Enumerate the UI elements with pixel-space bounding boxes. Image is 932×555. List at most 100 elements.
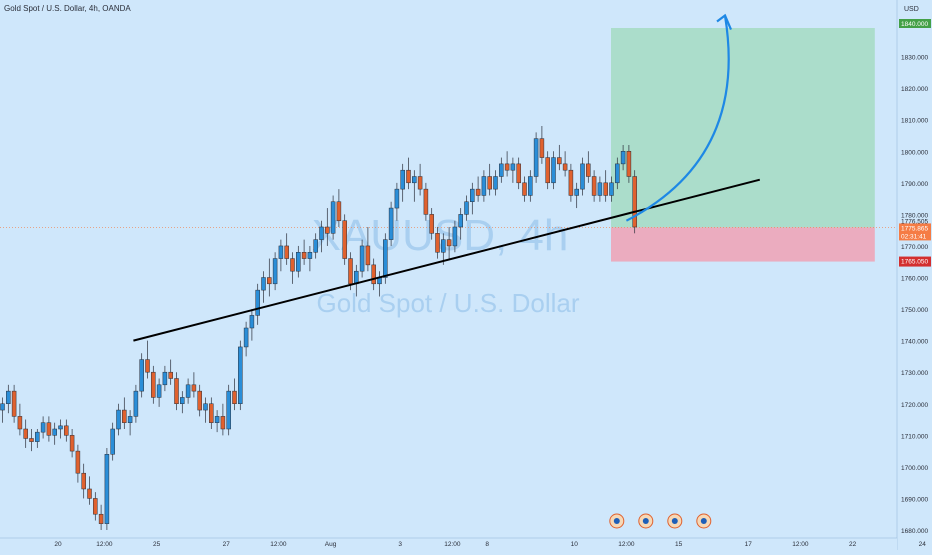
candle-body <box>568 169 574 196</box>
candle-body <box>46 422 52 436</box>
candle-body <box>180 397 185 404</box>
candle-body <box>255 289 260 316</box>
candle-body <box>267 277 272 285</box>
candle-body <box>481 176 487 196</box>
candle-body <box>168 371 173 379</box>
candle-body <box>249 315 255 329</box>
candles-group <box>0 126 637 530</box>
candle-body <box>406 169 411 184</box>
profit-zone <box>611 28 875 228</box>
candle-body <box>435 233 440 253</box>
candle-body <box>557 157 562 165</box>
candle-body <box>626 151 632 177</box>
candle-body <box>493 176 498 190</box>
y-tick-label: 1690.000 <box>901 496 928 503</box>
event-marker-dot <box>642 518 649 524</box>
trendline <box>133 178 761 342</box>
current-price-label: 1775.865 <box>901 225 928 232</box>
candle-body <box>35 431 40 442</box>
candle-body <box>336 201 342 221</box>
x-tick-label: 12:00 <box>792 541 809 548</box>
candle-body <box>615 163 620 184</box>
candle-body <box>52 428 57 436</box>
candle-body <box>214 416 220 423</box>
x-tick-label: 27 <box>223 541 231 548</box>
x-tick-label: 25 <box>153 541 161 548</box>
upper-price-label: 1776.505 <box>901 218 928 225</box>
candle-body <box>330 201 336 234</box>
candle-body <box>371 264 376 285</box>
candle-body <box>342 220 347 259</box>
y-tick-label: 1740.000 <box>901 339 928 346</box>
candle-body <box>104 454 110 524</box>
candle-body <box>174 378 179 404</box>
x-tick-label: 8 <box>485 541 489 548</box>
candle-body <box>40 422 46 433</box>
candle-body <box>139 359 144 392</box>
current-price-badge <box>899 223 931 241</box>
y-tick-label: 1780.000 <box>901 212 928 219</box>
candle-body <box>6 390 11 404</box>
candle-body <box>156 384 162 398</box>
candle-body <box>185 384 191 398</box>
y-tick-label: 1700.000 <box>901 465 928 472</box>
candle-body <box>238 346 243 404</box>
candle-body <box>464 201 469 215</box>
candle-body <box>591 176 597 196</box>
x-tick-label: 12:00 <box>618 541 635 548</box>
x-tick-label: 17 <box>745 541 753 548</box>
y-tick-label: 1830.000 <box>901 55 928 62</box>
candle-body <box>243 327 249 348</box>
candle-body <box>122 409 127 423</box>
target-price-badge <box>899 19 931 28</box>
candle-body <box>597 182 603 196</box>
candle-body <box>510 163 516 171</box>
candle-body <box>145 359 150 373</box>
candle-body <box>313 239 318 253</box>
candle-body <box>394 188 400 209</box>
currency-label: USD <box>904 6 919 13</box>
candle-body <box>562 163 568 171</box>
candle-body <box>58 425 63 430</box>
candle-body <box>586 163 591 177</box>
x-tick-label: 22 <box>849 541 857 548</box>
candle-body <box>365 245 371 266</box>
projection-arrowhead <box>716 13 733 30</box>
candle-body <box>307 252 313 259</box>
x-tick-label: 15 <box>675 541 683 548</box>
y-tick-label: 1680.000 <box>901 528 928 535</box>
candle-body <box>499 163 504 177</box>
candle-body <box>110 428 115 455</box>
candle-body <box>545 157 550 184</box>
candle-body <box>359 245 365 272</box>
event-marker-dot <box>700 518 707 524</box>
candle-body <box>226 390 231 430</box>
y-tick-label: 1760.000 <box>901 276 928 283</box>
candle-body <box>87 488 92 499</box>
target-price-label: 1840.000 <box>901 21 928 28</box>
x-tick-label: Aug <box>325 541 337 548</box>
stop-price-label: 1765.050 <box>901 259 928 266</box>
candle-body <box>319 226 324 240</box>
candle-body <box>23 428 28 439</box>
candle-body <box>0 403 5 411</box>
candle-body <box>261 277 266 291</box>
candle-body <box>278 245 284 259</box>
candle-body <box>290 258 295 272</box>
candle-body <box>162 371 168 386</box>
candle-body <box>203 403 208 411</box>
candle-body <box>127 416 133 423</box>
projection-arrow <box>625 15 730 222</box>
candle-body <box>475 188 481 196</box>
watermark-subtitle: Gold Spot / U.S. Dollar <box>317 288 580 318</box>
candle-body <box>470 188 475 202</box>
candle-body <box>620 151 626 165</box>
candle-body <box>69 435 75 452</box>
candle-body <box>388 207 394 240</box>
candle-body <box>354 270 359 285</box>
candle-body <box>574 188 579 196</box>
candle-body <box>446 239 452 247</box>
candle-body <box>133 390 139 417</box>
